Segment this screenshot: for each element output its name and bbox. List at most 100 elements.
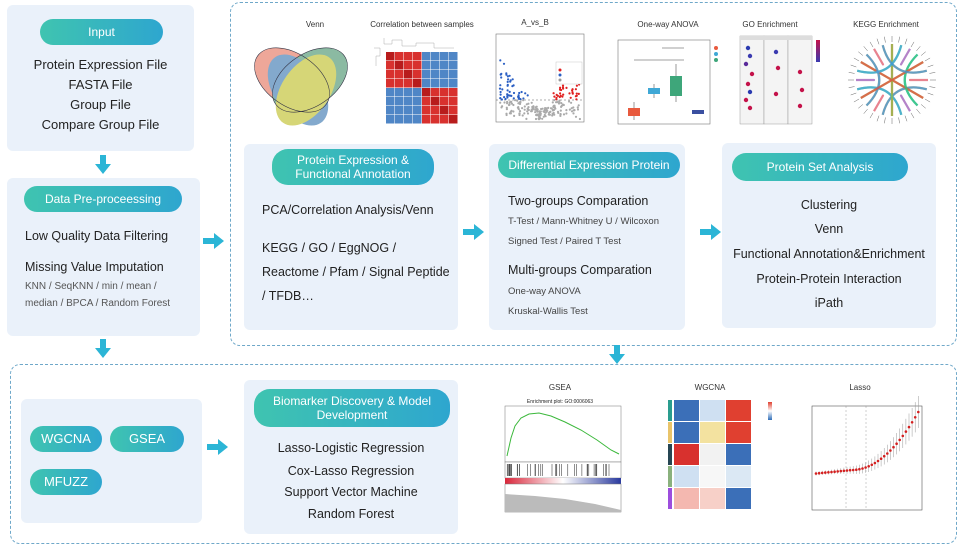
kegg-tick [858, 104, 864, 109]
volcano-point [512, 91, 516, 95]
wgcna-module-color [668, 400, 672, 421]
annotation-line-2: KEGG / GO / EggNOG / [262, 241, 397, 255]
heatmap-cell [422, 79, 431, 88]
heatmap-cell [404, 97, 413, 106]
heatmap-cell [413, 106, 422, 115]
heatmap-cell [386, 97, 395, 106]
volcano-point [561, 95, 564, 98]
kegg-tick [876, 38, 880, 45]
volcano-point [503, 101, 506, 104]
lasso-point [836, 470, 839, 473]
biomarker-item-2: Cox-Lasso Regression [287, 464, 415, 478]
kegg-tick [848, 86, 855, 88]
heatmap-cell [449, 79, 458, 88]
heatmap-cell [422, 52, 431, 61]
kegg-chord-diagram [848, 36, 936, 124]
kegg-tick [858, 51, 864, 56]
lasso-point [910, 421, 914, 424]
volcano-point [555, 96, 558, 99]
volcano-point [525, 117, 528, 120]
volcano-point [536, 110, 539, 113]
go-dot [773, 49, 779, 55]
kegg-tick [916, 108, 921, 114]
heatmap-cell [431, 115, 440, 124]
volcano-point [568, 100, 571, 103]
heatmap-cell [386, 52, 395, 61]
lasso-point [851, 468, 855, 472]
volcano-point [571, 92, 574, 95]
volcano-point [521, 114, 524, 117]
volcano-point [534, 108, 537, 111]
volcano-point [507, 78, 510, 81]
kegg-tick [910, 41, 915, 48]
heatmap-cell [440, 115, 449, 124]
kegg-tick [927, 64, 934, 68]
heatmap-cell [440, 97, 449, 106]
volcano-point [506, 75, 509, 78]
protein-set-item-5: iPath [814, 296, 844, 310]
volcano-point [575, 98, 578, 101]
volcano-point [511, 78, 514, 81]
volcano-point [518, 110, 522, 113]
volcano-point [526, 94, 529, 97]
volcano-point [560, 105, 563, 108]
heatmap-cell [422, 88, 431, 97]
lasso-point [855, 468, 858, 471]
lasso-point [870, 463, 874, 467]
preprocess-small-2: median / BPCA / Random Forest [25, 298, 171, 309]
go-dot [743, 61, 749, 67]
kegg-tick [910, 112, 915, 119]
volcano-point [517, 95, 520, 98]
heatmap-cell [386, 106, 395, 115]
go-dot [799, 87, 805, 93]
lasso-plot [811, 396, 923, 511]
volcano-point [575, 84, 578, 87]
annotation-line-4: / TFDB… [262, 289, 314, 303]
volcano-point [559, 92, 562, 95]
lasso-point [892, 445, 895, 449]
volcano-point [545, 107, 548, 110]
volcano-point [574, 115, 578, 118]
volcano-point [512, 103, 515, 107]
protein-set-item-2: Venn [814, 222, 844, 236]
heatmap-cell [449, 97, 458, 106]
volcano-point [500, 76, 503, 79]
biomarker-item-3: Support Vector Machine [284, 485, 418, 499]
wgcna-cell [726, 488, 751, 509]
volcano-point [506, 102, 509, 105]
volcano-point [499, 59, 502, 62]
volcano-point [534, 106, 537, 109]
volcano-point [527, 106, 530, 109]
volcano-point [544, 109, 547, 112]
lasso-point [861, 467, 864, 470]
heatmap-cell [404, 70, 413, 79]
go-dot [773, 91, 779, 97]
heatmap-cell [449, 115, 458, 124]
plot-title-correlation: Correlation between samples [370, 20, 474, 29]
wgcna-cell [674, 488, 699, 509]
volcano-point [565, 109, 568, 112]
volcano-point [552, 111, 555, 115]
wgcna-module-color [668, 444, 672, 465]
wgcna-module-color [668, 466, 672, 487]
volcano-point [523, 108, 526, 111]
lasso-point [827, 471, 830, 474]
volcano-point [500, 98, 503, 101]
volcano-point [526, 110, 529, 113]
volcano-point [524, 92, 527, 95]
lasso-point [879, 457, 883, 460]
plot-title-wgcna: WGCNA [694, 383, 726, 392]
plot-title-kegg: KEGG Enrichment [853, 20, 919, 29]
volcano-point [559, 86, 562, 89]
lasso-point [842, 469, 846, 473]
volcano-point [554, 107, 557, 110]
wgcna-cell [674, 444, 699, 465]
plot-title-lasso: Lasso [849, 383, 871, 392]
wgcna-cell [726, 400, 751, 421]
diff-multi-small-2: Kruskal-Wallis Test [508, 306, 588, 317]
volcano-point [519, 100, 522, 104]
biomarker-title: Biomarker Discovery & Model Development [254, 389, 450, 427]
kegg-chord [873, 94, 885, 112]
volcano-point [520, 90, 523, 94]
heatmap-cell [386, 115, 395, 124]
